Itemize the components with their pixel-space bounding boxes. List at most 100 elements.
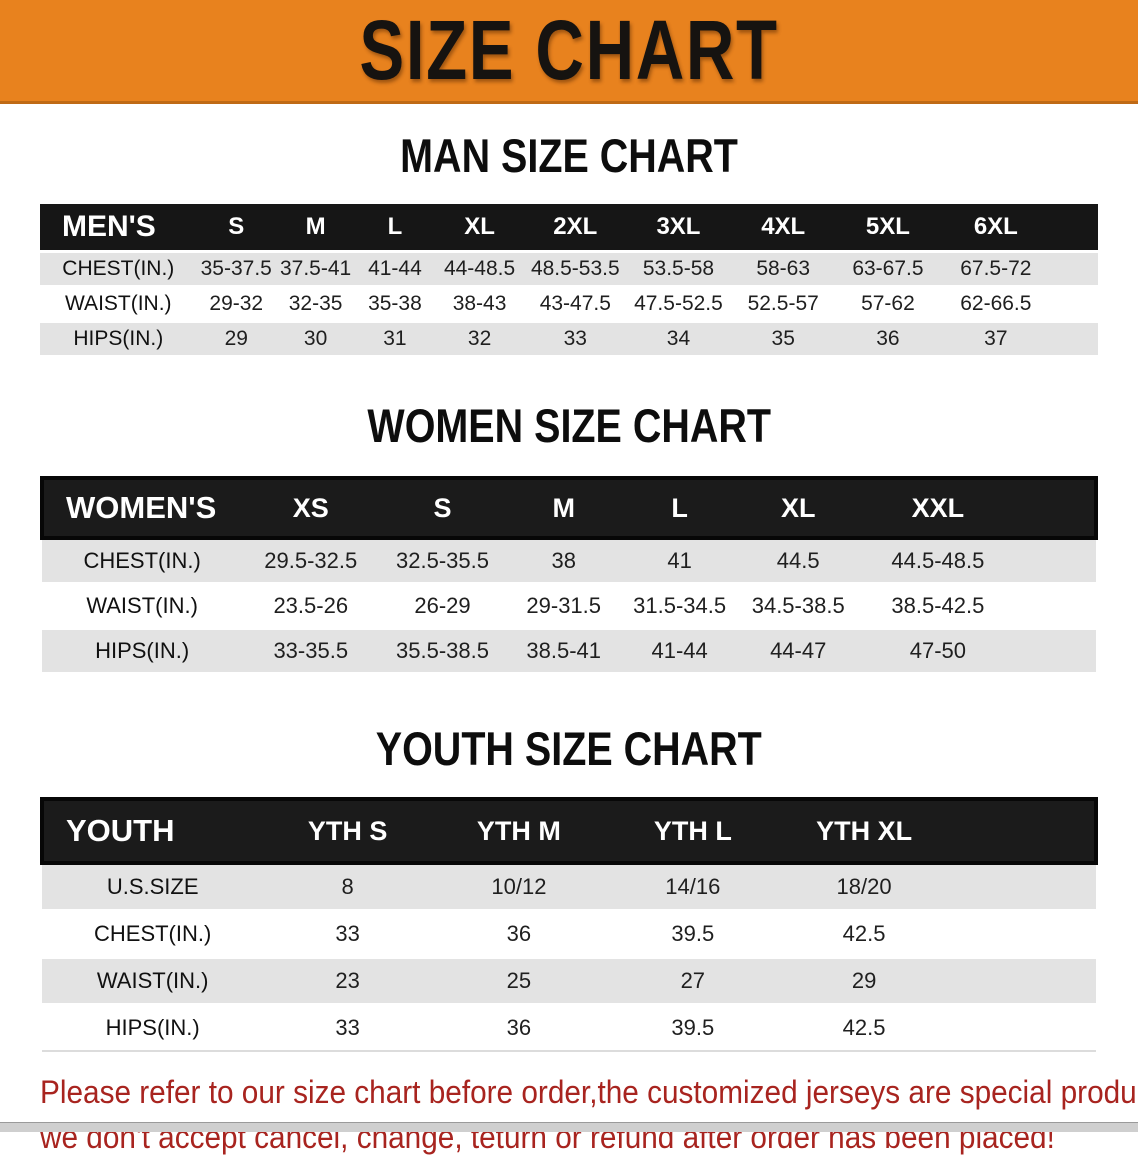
- youth-size-value: 33: [263, 910, 432, 958]
- men-size-value: 57-62: [835, 286, 941, 322]
- men-table-header-row: MEN'S S M L XL 2XL 3XL 4XL 5XL 6XL: [40, 204, 1098, 252]
- men-column-header: 5XL: [835, 204, 941, 252]
- youth-size-value: 8: [263, 861, 432, 912]
- youth-size-value: 39.5: [605, 910, 780, 958]
- men-size-value: 32-35: [275, 286, 356, 322]
- men-size-value: 37: [940, 320, 1052, 358]
- men-size-value: 62-66.5: [940, 286, 1052, 322]
- men-table-row: HIPS(IN.) 29 30 31 32 33 34 35 36 37: [40, 320, 1098, 358]
- men-table-row: WAIST(IN.) 29-32 32-35 35-38 38-43 43-47.5 47.…: [40, 286, 1098, 322]
- youth-row-label: WAIST(IN.): [42, 956, 264, 1006]
- men-section-title-text: MAN SIZE CHART: [400, 129, 738, 182]
- men-size-value: 35-37.5: [196, 250, 276, 288]
- youth-table-row: HIPS(IN.) 33 36 39.5 42.5: [42, 1004, 1096, 1051]
- men-size-value: 34: [626, 320, 731, 358]
- youth-size-value: 42.5: [779, 910, 949, 958]
- youth-column-header: YTH XL: [779, 797, 949, 865]
- youth-section-title: YOUTH SIZE CHART: [0, 723, 1138, 775]
- youth-row-label: HIPS(IN.): [42, 1004, 264, 1051]
- women-size-value: 41-44: [621, 627, 738, 675]
- men-size-value: 36: [835, 320, 941, 358]
- youth-row-filler: [948, 910, 1096, 958]
- youth-size-value: 10/12: [431, 861, 606, 912]
- men-size-value: 63-67.5: [835, 250, 941, 288]
- women-size-value: 38.5-41: [505, 627, 622, 675]
- women-column-header: XS: [242, 476, 380, 540]
- men-column-header: 4XL: [730, 204, 836, 252]
- women-column-header: S: [379, 476, 506, 540]
- men-size-value: 31: [355, 320, 435, 358]
- men-table-row: CHEST(IN.) 35-37.5 37.5-41 41-44 44-48.5 48.5…: [40, 250, 1098, 288]
- youth-row-filler: [948, 956, 1096, 1006]
- men-size-value: 33: [524, 320, 627, 358]
- women-section-title: WOMEN SIZE CHART: [0, 400, 1138, 452]
- men-row-label: WAIST(IN.): [40, 286, 197, 322]
- men-table-label: MEN'S: [40, 204, 197, 252]
- youth-table-row: WAIST(IN.) 23 25 27 29: [42, 956, 1096, 1006]
- youth-size-value: 14/16: [605, 861, 780, 912]
- women-row-filler: [1016, 583, 1096, 629]
- women-table-row: CHEST(IN.) 29.5-32.5 32.5-35.5 38 41 44.5 44.5…: [42, 536, 1096, 585]
- women-size-value: 29-31.5: [505, 583, 622, 629]
- youth-size-value: 39.5: [605, 1004, 780, 1051]
- men-column-header: 2XL: [524, 204, 627, 252]
- women-section-title-text: WOMEN SIZE CHART: [367, 399, 771, 452]
- youth-size-value: 36: [431, 1004, 606, 1051]
- disclaimer: Please refer to our size chart before or…: [40, 1070, 1138, 1160]
- banner: SIZE CHART: [0, 0, 1138, 104]
- men-size-value: 32: [434, 320, 525, 358]
- youth-header-filler: [948, 797, 1098, 865]
- men-column-header: 6XL: [940, 204, 1052, 252]
- women-column-header: XL: [737, 476, 859, 540]
- youth-row-label: CHEST(IN.): [42, 910, 264, 958]
- youth-table-label: YOUTH: [39, 797, 264, 865]
- disclaimer-line-1: Please refer to our size chart before or…: [40, 1074, 1138, 1110]
- women-row-filler: [1016, 627, 1096, 675]
- men-size-value: 67.5-72: [940, 250, 1052, 288]
- men-row-filler: [1051, 286, 1098, 322]
- men-size-value: 37.5-41: [275, 250, 356, 288]
- men-header-filler: [1051, 204, 1098, 252]
- youth-row-filler: [948, 1004, 1096, 1051]
- youth-table-row: U.S.SIZE 8 10/12 14/16 18/20: [42, 861, 1096, 912]
- men-size-value: 43-47.5: [524, 286, 627, 322]
- men-row-label: HIPS(IN.): [40, 320, 197, 358]
- men-size-value: 35-38: [355, 286, 435, 322]
- men-size-value: 52.5-57: [730, 286, 836, 322]
- men-size-value: 29-32: [196, 286, 276, 322]
- size-chart-title: SIZE CHART: [359, 3, 779, 97]
- women-table-header-row: WOMEN'S XS S M L XL XXL: [39, 476, 1099, 540]
- men-section-title: MAN SIZE CHART: [0, 130, 1138, 182]
- women-size-value: 31.5-34.5: [621, 583, 738, 629]
- women-size-value: 38.5-42.5: [858, 583, 1017, 629]
- youth-size-value: 18/20: [779, 861, 949, 912]
- women-header-filler: [1016, 476, 1099, 540]
- men-column-header: XL: [434, 204, 525, 252]
- youth-row-label: U.S.SIZE: [42, 861, 264, 912]
- women-row-filler: [1016, 536, 1096, 585]
- men-column-header: S: [196, 204, 276, 252]
- men-size-value: 44-48.5: [434, 250, 525, 288]
- men-size-value: 35: [730, 320, 836, 358]
- youth-column-header: YTH S: [263, 797, 432, 865]
- youth-table-row: CHEST(IN.) 33 36 39.5 42.5: [42, 910, 1096, 958]
- women-row-label: CHEST(IN.): [42, 536, 243, 585]
- youth-row-filler: [948, 861, 1096, 912]
- youth-column-header: YTH M: [431, 797, 606, 865]
- women-size-value: 34.5-38.5: [737, 583, 859, 629]
- women-size-value: 32.5-35.5: [379, 536, 506, 585]
- women-size-value: 35.5-38.5: [379, 627, 506, 675]
- youth-size-value: 27: [605, 956, 780, 1006]
- youth-size-value: 33: [263, 1004, 432, 1051]
- men-column-header: 3XL: [626, 204, 731, 252]
- men-size-value: 53.5-58: [626, 250, 731, 288]
- men-size-value: 30: [275, 320, 356, 358]
- women-size-value: 44-47: [737, 627, 859, 675]
- men-column-header: L: [355, 204, 435, 252]
- bottom-edge-strip: [0, 1122, 1138, 1132]
- men-size-value: 47.5-52.5: [626, 286, 731, 322]
- women-column-header: M: [505, 476, 622, 540]
- youth-size-value: 36: [431, 910, 606, 958]
- women-size-value: 29.5-32.5: [242, 536, 380, 585]
- men-size-value: 48.5-53.5: [524, 250, 627, 288]
